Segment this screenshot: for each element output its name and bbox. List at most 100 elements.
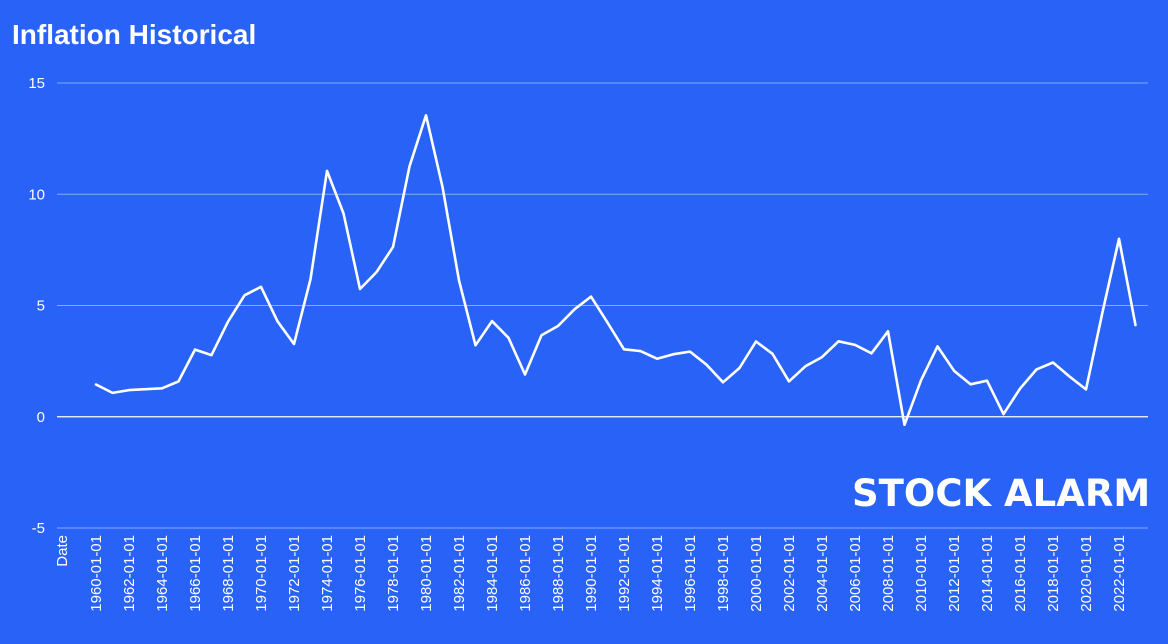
data-point (755, 340, 758, 343)
data-point (953, 369, 956, 372)
x-tick-label: 1978-01-01 (385, 535, 402, 612)
data-point (722, 381, 725, 384)
x-tick-label: 1974-01-01 (319, 535, 336, 612)
data-point (672, 353, 675, 356)
data-point (95, 383, 98, 386)
data-point (738, 367, 741, 370)
x-tick-label: 2000-01-01 (748, 535, 765, 612)
data-point (177, 380, 180, 383)
x-tick-label: 2006-01-01 (847, 535, 864, 612)
x-tick-label: 2022-01-01 (1111, 535, 1128, 612)
data-point (540, 334, 543, 337)
data-point (870, 352, 873, 355)
data-point (821, 356, 824, 359)
data-point (788, 380, 791, 383)
data-point (705, 363, 708, 366)
data-point (639, 350, 642, 353)
data-point (1134, 324, 1137, 327)
data-point (623, 348, 626, 351)
inflation-series-line (94, 114, 1137, 427)
x-tick-label: 2016-01-01 (1012, 535, 1029, 612)
data-point (1052, 361, 1055, 364)
data-point (293, 343, 296, 346)
y-tick-label: 5 (37, 298, 45, 315)
data-point (1101, 311, 1104, 314)
x-tick-label: 1964-01-01 (154, 535, 171, 612)
x-tick-label: 2004-01-01 (814, 535, 831, 612)
data-point (969, 383, 972, 386)
x-tick-label: 1962-01-01 (121, 535, 138, 612)
x-tick-label: 2018-01-01 (1045, 535, 1062, 612)
data-point (408, 165, 411, 168)
data-point (854, 344, 857, 347)
data-point (837, 340, 840, 343)
data-point (227, 320, 230, 323)
x-tick-label: 1982-01-01 (451, 535, 468, 612)
x-tick-label: 1992-01-01 (616, 535, 633, 612)
data-point (936, 345, 939, 348)
y-tick-label: 15 (28, 75, 45, 92)
data-point (557, 325, 560, 328)
x-tick-label: 1980-01-01 (418, 535, 435, 612)
data-point (573, 308, 576, 311)
data-point (309, 278, 312, 281)
x-tick-label: 1984-01-01 (484, 535, 501, 612)
x-tick-label: 2014-01-01 (979, 535, 996, 612)
data-point (1002, 413, 1005, 416)
x-tick-label: 1976-01-01 (352, 535, 369, 612)
data-point (359, 288, 362, 291)
x-tick-label: 1990-01-01 (583, 535, 600, 612)
data-point (425, 114, 428, 117)
data-point (986, 379, 989, 382)
x-tick-label: 1986-01-01 (517, 535, 534, 612)
data-point (144, 388, 147, 391)
data-point (590, 295, 593, 298)
x-tick-label: 2010-01-01 (913, 535, 930, 612)
data-point (111, 392, 114, 395)
data-point (903, 424, 906, 427)
data-point (276, 320, 279, 323)
data-point (243, 294, 246, 297)
x-tick-label: 1966-01-01 (187, 535, 204, 612)
x-tick-label: 1970-01-01 (253, 535, 270, 612)
y-tick-label: -5 (32, 520, 45, 537)
y-tick-label: 0 (37, 409, 45, 426)
x-tick-label: 1998-01-01 (715, 535, 732, 612)
data-point (375, 271, 378, 274)
data-point (887, 330, 890, 333)
data-point (771, 353, 774, 356)
data-point (491, 320, 494, 323)
x-tick-label: 2002-01-01 (781, 535, 798, 612)
x-tick-label: 1968-01-01 (220, 535, 237, 612)
data-point (689, 350, 692, 353)
data-point (260, 286, 263, 289)
x-tick-label: 2012-01-01 (946, 535, 963, 612)
stock-alarm-logo: STOCK ALARM (852, 472, 1151, 515)
data-point (326, 170, 329, 173)
data-point (128, 389, 131, 392)
data-point (1085, 388, 1088, 391)
y-tick-label: 10 (28, 186, 45, 203)
data-point (524, 373, 527, 376)
data-point (458, 279, 461, 282)
data-point (392, 246, 395, 249)
data-point (1068, 375, 1071, 378)
data-point (804, 365, 807, 368)
data-point (161, 387, 164, 390)
x-tick-label: 1994-01-01 (649, 535, 666, 612)
data-point (1118, 238, 1121, 241)
x-tick-label: 1988-01-01 (550, 535, 567, 612)
data-point (194, 348, 197, 351)
chart-title: Inflation Historical (12, 19, 257, 50)
data-point (474, 344, 477, 347)
x-tick-label: 1996-01-01 (682, 535, 699, 612)
x-tick-label: 1972-01-01 (286, 535, 303, 612)
data-point (210, 354, 213, 357)
x-tick-label: 2020-01-01 (1078, 535, 1095, 612)
data-point (1035, 368, 1038, 371)
x-tick-label: 2008-01-01 (880, 535, 897, 612)
data-point (606, 321, 609, 324)
x-axis-title: Date (54, 535, 71, 567)
